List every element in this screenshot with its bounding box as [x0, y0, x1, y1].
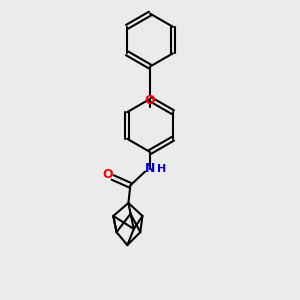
Text: O: O	[103, 168, 113, 181]
Text: H: H	[157, 164, 167, 174]
Text: N: N	[145, 162, 156, 175]
Text: O: O	[145, 94, 155, 107]
